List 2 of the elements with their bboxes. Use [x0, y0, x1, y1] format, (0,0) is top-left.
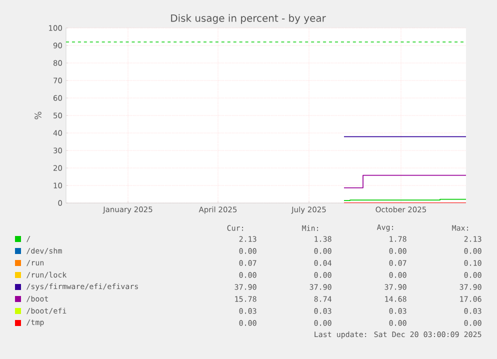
chart-title: Disk usage in percent - by year	[171, 14, 326, 24]
y-axis-title: %	[34, 112, 42, 120]
